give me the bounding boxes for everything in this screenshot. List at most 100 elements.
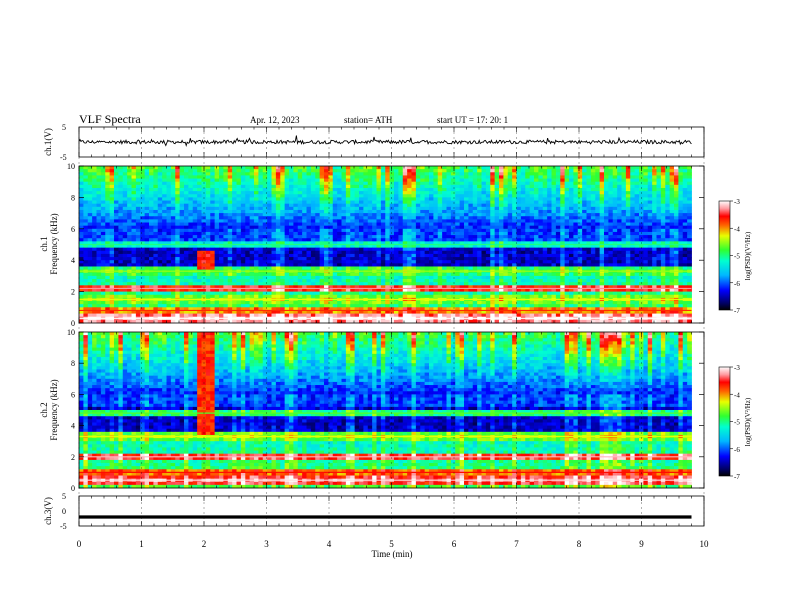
spectrogram-cell <box>625 266 631 271</box>
spectrogram-cell <box>380 206 386 211</box>
spectrogram-cell <box>149 250 154 255</box>
spectrogram-cell <box>643 172 649 176</box>
spectrogram-cell <box>157 219 163 223</box>
spectrogram-cell <box>569 216 574 220</box>
spectrogram-cell <box>254 178 259 183</box>
spectrogram-cell <box>240 175 246 179</box>
spectrogram-cell <box>192 178 198 183</box>
spectrogram-cell <box>341 244 347 249</box>
spectrogram-cell <box>560 225 566 230</box>
spectrogram-cell <box>660 213 666 217</box>
spectrogram-cell <box>227 213 233 217</box>
spectrogram-cell <box>337 191 342 195</box>
spectrogram-cell <box>595 247 601 252</box>
spectrogram-cell <box>315 166 321 170</box>
spectrogram-cell <box>345 184 351 189</box>
spectrogram-cell <box>310 244 316 249</box>
spectrogram-cell <box>372 184 377 189</box>
spectrogram-cell <box>153 184 159 189</box>
spectrogram-cell <box>122 169 128 173</box>
spectrogram-cell <box>682 247 688 252</box>
spectrogram-cell <box>652 178 657 183</box>
spectrogram-cell <box>577 219 583 223</box>
spectrogram-cell <box>542 222 548 227</box>
spectrogram-cell <box>240 247 246 252</box>
spectrogram-cell <box>350 247 356 252</box>
spectrogram-cell <box>92 241 97 245</box>
ch1-ylabel: ch.1(V) <box>43 128 53 156</box>
spectrogram-cell <box>512 178 517 183</box>
spectrogram-cell <box>105 181 111 186</box>
spectrogram-cell <box>604 203 609 208</box>
spectrogram-cell <box>516 250 522 255</box>
spectrogram-cell <box>135 194 141 198</box>
spectrogram-cell <box>512 266 517 271</box>
spectrogram-cell <box>542 263 548 267</box>
spectrogram-cell <box>542 172 548 176</box>
spectrogram-cell <box>534 257 539 261</box>
spectrogram-cell <box>599 191 605 195</box>
spectrogram-cell <box>144 200 150 205</box>
spectrogram-cell <box>643 184 649 189</box>
spectrogram-cell <box>179 213 185 217</box>
spectrogram-cell <box>630 194 636 198</box>
spectrogram-cell <box>415 260 421 264</box>
spectrogram-cell <box>372 225 377 230</box>
spectrogram-cell <box>293 184 299 189</box>
spectrogram-cell <box>372 253 377 258</box>
spectrogram-cell <box>450 250 456 255</box>
spectrogram-cell <box>459 250 465 255</box>
spectrogram-cell <box>210 200 216 205</box>
spectrogram-cell <box>144 231 150 236</box>
spectrogram-cell <box>275 231 281 236</box>
spectrogram-cell <box>468 253 474 258</box>
spectrogram-cell <box>538 213 544 217</box>
spectrogram-cell <box>197 216 202 220</box>
spectrogram-cell <box>494 181 500 186</box>
spectrogram-cell <box>551 260 557 264</box>
spectrogram-cell <box>310 213 316 217</box>
spectrogram-cell <box>306 197 312 201</box>
spectrogram-cell <box>450 228 456 233</box>
spectrogram-cell <box>289 260 294 264</box>
spectrogram-cell <box>669 194 675 198</box>
spectrogram-cell <box>665 228 671 233</box>
spectrogram-cell <box>214 197 220 201</box>
spectrogram-cell <box>166 222 172 227</box>
spectrogram-cell <box>682 231 688 236</box>
spectrogram-cell <box>599 272 605 277</box>
spectrogram-cell <box>109 200 115 205</box>
spectrogram-cell <box>372 266 377 271</box>
spectrogram-cell <box>643 191 649 195</box>
spectrogram-cell <box>337 266 342 271</box>
spectrogram-cell <box>354 209 360 214</box>
spectrogram-cell <box>363 166 369 170</box>
spectrogram-cell <box>612 260 618 264</box>
spectrogram-cell <box>477 257 482 261</box>
spectrogram-cell <box>551 219 557 223</box>
spectrogram-cell <box>621 166 627 170</box>
spectrogram-cell <box>179 209 185 214</box>
spectrogram-cell <box>516 200 522 205</box>
spectrogram-cell <box>118 194 124 198</box>
spectrogram-cell <box>293 238 299 242</box>
spectrogram-cell <box>232 203 237 208</box>
spectrogram-cell <box>599 257 605 261</box>
spectrogram-cell <box>674 166 679 170</box>
spectrogram-cell <box>582 238 587 242</box>
spectrogram-cell <box>665 191 671 195</box>
spectrogram-cell <box>289 187 294 192</box>
spectrogram-cell <box>267 222 272 227</box>
spectrogram-cell <box>577 206 583 211</box>
spectrogram-cell <box>442 181 447 186</box>
spectrogram-cell <box>162 231 167 236</box>
spectrogram-cell <box>223 191 229 195</box>
spectrogram-cell <box>328 241 334 245</box>
spectrogram-cell <box>450 206 456 211</box>
spectrogram-cell <box>389 187 395 192</box>
spectrogram-cell <box>354 225 360 230</box>
spectrogram-cell <box>280 166 286 170</box>
spectrogram-cell <box>380 260 386 264</box>
spectrogram-cell <box>415 213 421 217</box>
spectrogram-cell <box>219 253 224 258</box>
